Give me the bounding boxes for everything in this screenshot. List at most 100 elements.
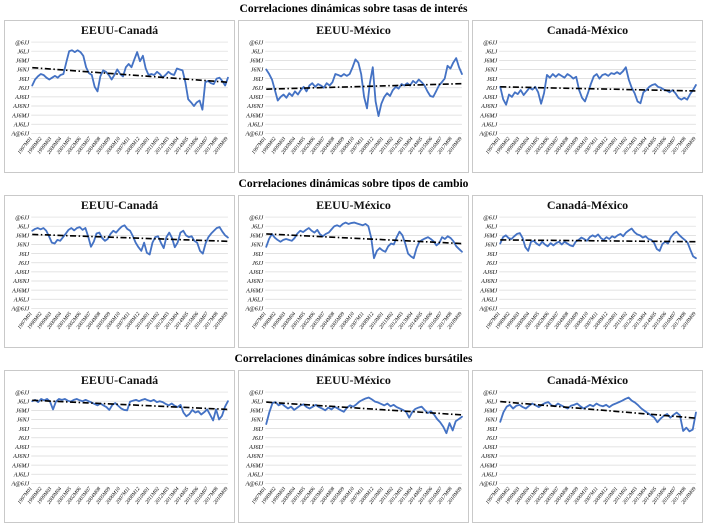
y-tick-label: AJ6IJ <box>248 445 263 451</box>
y-tick-label: J6JJ <box>486 261 497 267</box>
y-tick-label: J6NJ <box>17 68 30 74</box>
chart-panel-bursatiles-canada-mexico: Canadá-México @6JJ J6LJ J6MJ J6NJ J6IJ J6JJ AJ… <box>472 370 703 523</box>
correlation-series-line <box>265 396 463 435</box>
y-tick-label: AJ6MJ <box>11 113 29 119</box>
y-tick-label: AJ6NJ <box>480 104 497 110</box>
y-tick-label: J6IJ <box>487 427 498 433</box>
y-tick-label: AJ6IJ <box>482 270 497 276</box>
chart-title-tasas-eeuu-mexico: EEUU-México <box>316 23 391 37</box>
y-tick-label: J6MJ <box>250 234 264 240</box>
chart-plot-tasas-canada-mexico: @6JJ J6LJ J6MJ J6NJ J6IJ J6JJ AJ6IJ AJ6NJ AJ6MJ A… <box>473 38 702 172</box>
trend-line <box>266 401 462 416</box>
y-tick-label: J6LJ <box>251 399 263 405</box>
y-tick-label: AJ6LJ <box>481 123 498 129</box>
chart-plot-cambio-canada-mexico: @6JJ J6LJ J6MJ J6NJ J6IJ J6JJ AJ6IJ AJ6NJ AJ6MJ A… <box>473 213 702 347</box>
section-title-tipos-cambio: Correlaciones dinámicas sobre tipos de c… <box>238 178 469 190</box>
chart-plot-tasas-eeuu-mexico: @6JJ J6LJ J6MJ J6NJ J6IJ J6JJ AJ6IJ AJ6NJ AJ6MJ A… <box>239 38 468 172</box>
y-tick-label: A@6JJ <box>11 307 30 313</box>
y-tick-label: J6NJ <box>485 68 498 74</box>
y-tick-label: J6NJ <box>251 68 264 74</box>
trend-line <box>32 233 228 243</box>
y-tick-label: AJ6IJ <box>248 270 263 276</box>
correlation-series-line <box>499 227 697 260</box>
y-tick-label: AJ6MJ <box>479 288 497 294</box>
y-tick-label: J6NJ <box>17 418 30 424</box>
correlation-series-line <box>499 66 697 106</box>
chart-title-bursatiles-eeuu-mexico: EEUU-México <box>316 373 391 387</box>
y-tick-label: @6JJ <box>15 390 29 396</box>
y-tick-label: A@6JJ <box>11 482 30 488</box>
y-tick-label: AJ6NJ <box>246 279 263 285</box>
chart-plot-cambio-eeuu-canada: @6JJ J6LJ J6MJ J6NJ J6IJ J6JJ AJ6IJ AJ6NJ AJ6MJ A… <box>5 213 234 347</box>
y-tick-label: J6LJ <box>17 224 29 230</box>
y-tick-label: J6LJ <box>17 49 29 55</box>
section-tasas-interes: Correlaciones dinámicas sobre tasas de i… <box>0 2 707 173</box>
y-tick-label: AJ6MJ <box>245 113 263 119</box>
y-tick-label: J6IJ <box>487 252 498 258</box>
y-tick-label: J6LJ <box>485 224 497 230</box>
chart-title-bursatiles-canada-mexico: Canadá-México <box>546 373 629 387</box>
y-tick-label: AJ6IJ <box>248 95 263 101</box>
y-tick-label: A@6JJ <box>11 132 30 138</box>
y-tick-label: AJ6LJ <box>481 473 498 479</box>
y-tick-label: J6JJ <box>252 436 263 442</box>
y-tick-label: J6JJ <box>486 436 497 442</box>
y-tick-label: J6JJ <box>252 261 263 267</box>
y-tick-label: AJ6LJ <box>481 298 498 304</box>
chart-title-bursatiles-eeuu-canada: EEUU-Canadá <box>80 373 159 387</box>
y-tick-label: AJ6MJ <box>11 288 29 294</box>
charts-row-indices-bursatiles: EEUU-Canadá @6JJ J6LJ J6MJ J6NJ J6IJ J6JJ AJ6I… <box>0 370 707 523</box>
chart-panel-cambio-eeuu-canada: EEUU-Canadá @6JJ J6LJ J6MJ J6NJ J6IJ J6JJ AJ6I… <box>4 195 235 348</box>
y-tick-label: J6IJ <box>487 77 498 83</box>
y-tick-label: A@6JJ <box>245 132 264 138</box>
y-tick-label: AJ6LJ <box>247 473 264 479</box>
y-tick-label: AJ6NJ <box>246 454 263 460</box>
chart-title-tasas-eeuu-canada: EEUU-Canadá <box>80 23 159 37</box>
y-tick-label: J6LJ <box>251 224 263 230</box>
y-tick-label: J6NJ <box>251 418 264 424</box>
trend-line <box>500 239 696 243</box>
trend-line <box>32 399 228 411</box>
y-tick-label: AJ6IJ <box>14 95 29 101</box>
y-tick-label: AJ6LJ <box>247 298 264 304</box>
y-tick-label: J6MJ <box>16 234 30 240</box>
y-tick-label: J6IJ <box>19 77 30 83</box>
y-tick-label: AJ6MJ <box>245 288 263 294</box>
y-tick-label: J6MJ <box>484 59 498 65</box>
chart-panel-tasas-eeuu-mexico: EEUU-México @6JJ J6LJ J6MJ J6NJ J6IJ J6JJ AJ6I… <box>238 20 469 173</box>
y-tick-label: J6MJ <box>16 59 30 65</box>
y-tick-label: @6JJ <box>15 40 29 46</box>
y-tick-label: @6JJ <box>249 215 263 221</box>
correlation-series-line <box>31 49 229 111</box>
correlation-series-line <box>265 57 463 117</box>
charts-row-tipos-cambio: EEUU-Canadá @6JJ J6LJ J6MJ J6NJ J6IJ J6JJ AJ6I… <box>0 195 707 348</box>
y-tick-label: AJ6IJ <box>14 445 29 451</box>
y-tick-label: J6MJ <box>484 234 498 240</box>
y-tick-label: J6MJ <box>250 59 264 65</box>
chart-title-cambio-eeuu-canada: EEUU-Canadá <box>80 198 159 212</box>
y-tick-label: @6JJ <box>483 390 497 396</box>
y-tick-label: J6IJ <box>253 252 264 258</box>
trend-line <box>266 233 462 245</box>
chart-title-cambio-canada-mexico: Canadá-México <box>546 198 629 212</box>
y-tick-label: J6JJ <box>18 261 29 267</box>
y-tick-label: AJ6NJ <box>246 104 263 110</box>
y-tick-label: J6IJ <box>253 77 264 83</box>
y-tick-label: J6JJ <box>486 86 497 92</box>
y-tick-label: J6IJ <box>253 427 264 433</box>
correlation-series-line <box>265 221 463 260</box>
y-tick-label: AJ6NJ <box>480 279 497 285</box>
y-tick-label: AJ6LJ <box>13 123 30 129</box>
y-tick-label: @6JJ <box>249 390 263 396</box>
y-tick-label: AJ6IJ <box>14 270 29 276</box>
chart-panel-bursatiles-eeuu-mexico: EEUU-México @6JJ J6LJ J6MJ J6NJ J6IJ J6JJ AJ6I… <box>238 370 469 523</box>
chart-panel-tasas-eeuu-canada: EEUU-Canadá @6JJ J6LJ J6MJ J6NJ J6IJ J6JJ AJ6I… <box>4 20 235 173</box>
correlation-series-line <box>31 224 229 256</box>
y-tick-label: AJ6NJ <box>12 104 29 110</box>
y-tick-label: J6JJ <box>18 436 29 442</box>
y-tick-label: J6MJ <box>16 409 30 415</box>
chart-panel-tasas-canada-mexico: Canadá-México @6JJ J6LJ J6MJ J6NJ J6IJ J6JJ AJ… <box>472 20 703 173</box>
y-tick-label: @6JJ <box>15 215 29 221</box>
y-tick-label: J6JJ <box>252 86 263 92</box>
